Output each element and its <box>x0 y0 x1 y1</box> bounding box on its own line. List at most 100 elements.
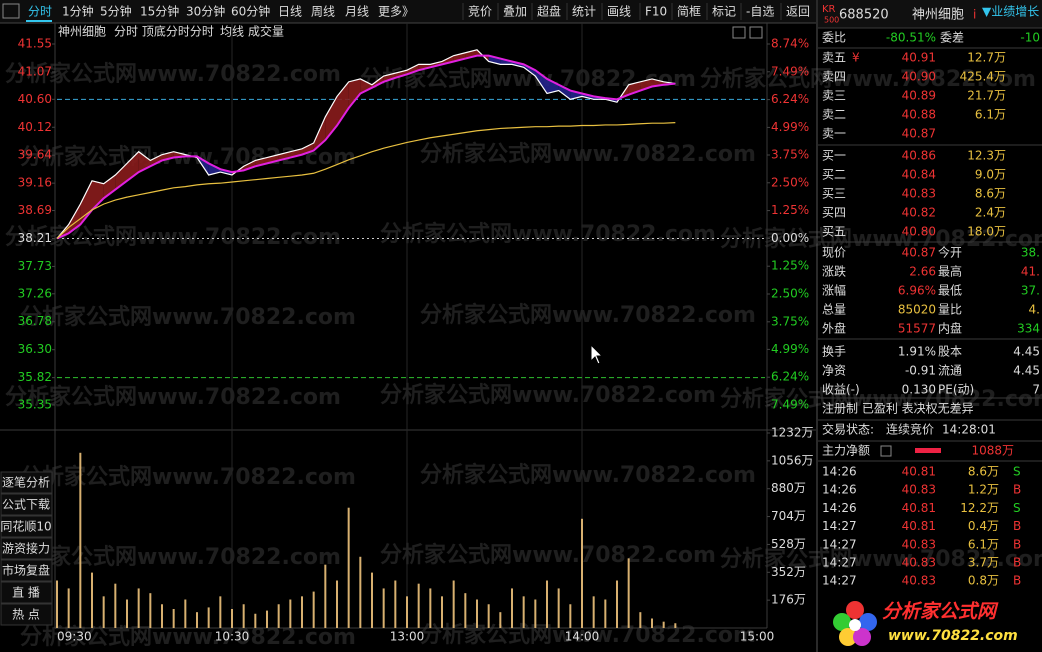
watermark: 分析家公式网www.70822.com <box>5 61 341 87</box>
tool-button[interactable]: F10 <box>645 5 667 19</box>
watermark: 分析家公式网www.70822.com <box>5 544 341 570</box>
stat-value: 2.66 <box>909 265 936 279</box>
period-tab[interactable]: 更多》 <box>378 5 414 19</box>
volume-tick-label: 1056万 <box>771 453 814 467</box>
flow-icon[interactable] <box>880 445 892 457</box>
fill-band <box>348 78 361 109</box>
stat-label: 涨幅 <box>822 283 846 298</box>
side-button-label[interactable]: 游资接力 <box>2 541 50 556</box>
volume-bar <box>266 610 268 628</box>
tool-button[interactable]: 叠加 <box>503 5 527 19</box>
side-button[interactable] <box>0 515 53 538</box>
period-tab[interactable]: 15分钟 <box>140 4 179 19</box>
menu-icon[interactable] <box>2 3 20 19</box>
period-tab[interactable]: 分时 <box>28 5 52 19</box>
volume-bar <box>557 588 560 628</box>
tool-button[interactable]: -自选 <box>746 5 774 19</box>
watermark: 分析家公式网www.70822.com <box>420 141 756 167</box>
stat-value: 85020 <box>898 303 936 317</box>
side-button-label[interactable]: 直 播 <box>12 586 40 600</box>
book-label: 卖四 <box>822 70 846 84</box>
y2-tick-label: 0.00% <box>771 231 809 245</box>
side-button-label[interactable]: 逐笔分析 <box>2 475 50 490</box>
x-tick-label: 09:30 <box>57 630 92 644</box>
side-button[interactable] <box>0 603 53 626</box>
y-tick-label: 39.16 <box>18 176 52 190</box>
stat-value: 51577 <box>898 322 936 336</box>
book-price: 40.86 <box>902 149 936 163</box>
side-button-label[interactable]: 同花顺10 <box>0 519 51 534</box>
volume-tick-label: 352万 <box>771 565 806 579</box>
side-button-label[interactable]: 热 点 <box>12 608 40 622</box>
trade-side: B <box>1013 519 1021 533</box>
stat-value: 38. <box>1021 246 1040 260</box>
trade-volume: 3.7万 <box>968 556 999 570</box>
ratio-cell: 委差 <box>940 31 964 45</box>
side-button-label[interactable]: 市场复盘 <box>2 563 50 578</box>
stat-label: 涨跌 <box>822 264 846 279</box>
fill-band <box>465 49 477 59</box>
period-tab[interactable]: 60分钟 <box>231 4 270 19</box>
volume-bar <box>429 588 432 628</box>
market-badge: KR <box>822 4 836 15</box>
volume-bar <box>359 556 362 628</box>
trade-time: 14:27 <box>822 556 857 570</box>
book-price: 40.90 <box>902 70 936 84</box>
tool-button[interactable]: 超盘 <box>537 4 561 19</box>
side-button[interactable] <box>0 559 53 582</box>
fill-band <box>453 52 466 62</box>
volume-bar <box>336 580 338 628</box>
tool-button[interactable]: 竞价 <box>468 5 492 19</box>
trade-side: S <box>1013 465 1021 479</box>
tool-button[interactable]: 统计 <box>572 5 596 19</box>
stat-label: 净资 <box>822 364 846 378</box>
tool-button[interactable]: 画线 <box>607 5 631 19</box>
trade-time: 14:26 <box>822 465 857 479</box>
pane-button[interactable] <box>732 26 746 39</box>
volume-bar <box>277 604 280 628</box>
side-button[interactable] <box>0 581 53 604</box>
side-button[interactable] <box>0 537 53 560</box>
period-tab[interactable]: 日线 <box>278 5 302 19</box>
y-tick-label: 37.73 <box>18 259 52 273</box>
market-badge-sub: 500 <box>824 16 839 25</box>
volume-bar <box>254 613 257 628</box>
stat-value: 4. <box>1029 303 1040 317</box>
y-tick-label: 35.82 <box>18 370 52 384</box>
volume-bar <box>511 588 513 628</box>
fill-band <box>325 96 337 141</box>
y-tick-label: 36.30 <box>18 342 52 356</box>
fill-band <box>150 154 162 167</box>
series-line <box>56 54 676 240</box>
period-tab[interactable]: 5分钟 <box>100 4 132 19</box>
tool-button[interactable]: 简框 <box>677 5 701 19</box>
period-tab[interactable]: 30分钟 <box>186 4 225 19</box>
period-tab[interactable]: 1分钟 <box>62 4 94 19</box>
side-button[interactable] <box>0 493 53 516</box>
volume-bar <box>674 623 677 628</box>
trade-volume: 6.1万 <box>968 537 999 551</box>
volume-bar <box>639 612 642 628</box>
stat-label: 收益(-) <box>822 383 860 397</box>
volume-bar <box>441 596 443 628</box>
stat-label: 外盘 <box>822 321 846 336</box>
side-button-label[interactable]: 公式下载 <box>2 498 50 512</box>
volume-bar <box>207 607 210 628</box>
tool-button[interactable]: 返回 <box>786 5 810 19</box>
volume-bar <box>347 507 350 628</box>
volume-bar <box>231 609 233 628</box>
tool-button[interactable]: 标记 <box>712 5 736 19</box>
period-tab[interactable]: 月线 <box>345 5 369 19</box>
side-button[interactable] <box>0 471 53 494</box>
watermark: 分析家公式网www.70822.com <box>380 542 716 568</box>
pane-button[interactable] <box>749 26 763 39</box>
book-price: 40.88 <box>902 108 936 122</box>
volume-bar <box>289 599 292 628</box>
book-volume: 425.4万 <box>960 70 1006 84</box>
volume-bar <box>616 580 618 628</box>
fill-band <box>360 78 372 94</box>
period-tab[interactable]: 周线 <box>311 5 335 19</box>
book-label: 卖二 <box>822 108 846 122</box>
volume-bar <box>184 599 187 628</box>
volume-bar <box>324 564 327 628</box>
